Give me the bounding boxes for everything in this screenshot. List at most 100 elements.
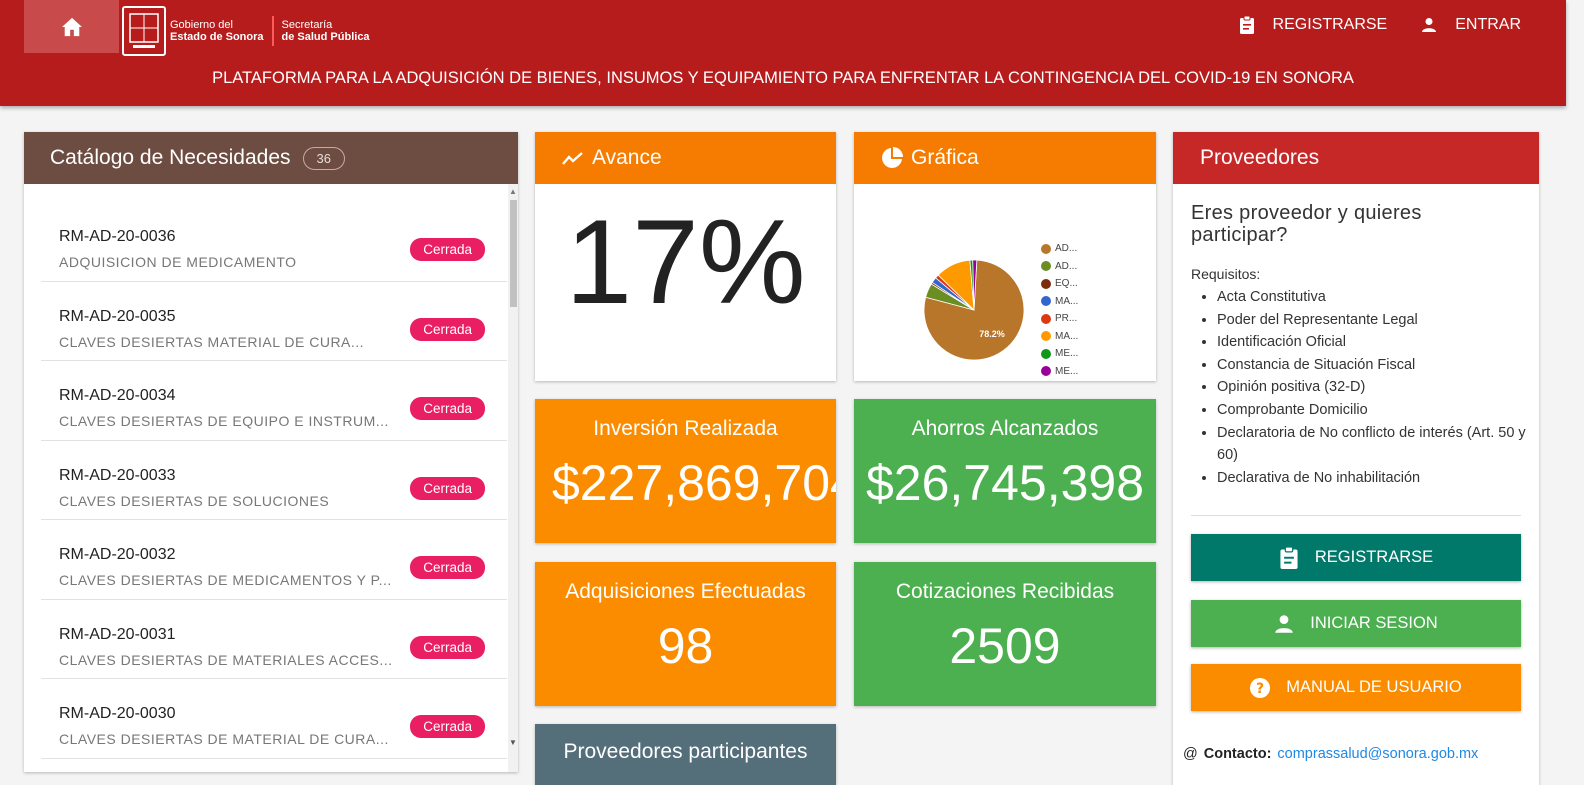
gov-line2: Estado de Sonora	[170, 31, 264, 43]
legend-entry[interactable]: ME...	[1041, 345, 1078, 363]
scroll-down-arrow-icon[interactable]: ▼	[509, 738, 517, 747]
at-icon: @	[1183, 746, 1198, 762]
scroll-up-arrow-icon[interactable]: ▲	[509, 187, 517, 196]
top-register-button[interactable]: REGISTRARSE	[1239, 16, 1387, 34]
requirements-list: Acta Constitutiva Poder del Representant…	[1217, 286, 1527, 489]
requirement-item: Comprobante Domicilio	[1217, 399, 1527, 422]
catalog-card: Catálogo de Necesidades 36 RM-AD-20-0036…	[24, 132, 518, 772]
catalog-count-badge: 36	[302, 146, 345, 170]
legend-label: MA...	[1055, 330, 1079, 342]
requirement-item: Acta Constitutiva	[1217, 286, 1527, 309]
clipboard-icon	[1239, 16, 1254, 34]
legend-dot-icon	[1041, 243, 1051, 254]
top-actions: REGISTRARSE ENTRAR	[1239, 16, 1521, 34]
item-desc: CLAVES DESIERTAS DE MATERIALES ACCES...	[59, 651, 393, 668]
adquisiciones-label: Adquisiciones Efectuadas	[565, 580, 806, 603]
pie-slice[interactable]	[972, 259, 978, 311]
register-button-label: REGISTRARSE	[1314, 548, 1434, 566]
platform-title: PLATAFORMA PARA LA ADQUISICIÓN DE BIENES…	[212, 69, 1354, 87]
secretaria-name: Secretaría de Salud Pública	[282, 19, 370, 43]
list-item[interactable]: RM-AD-20-0032 CLAVES DESIERTAS DE MEDICA…	[41, 520, 507, 600]
item-code: RM-AD-20-0036	[59, 228, 176, 245]
list-item[interactable]: RM-AD-20-0035 CLAVES DESIERTAS MATERIAL …	[41, 282, 507, 361]
svg-text:?: ?	[1256, 681, 1264, 697]
requirements-label: Requisitos:	[1191, 266, 1261, 282]
cotizaciones-tile: Cotizaciones Recibidas 2509	[854, 562, 1156, 706]
contact-email-link[interactable]: comprassalud@sonora.gob.mx	[1277, 746, 1479, 762]
legend-entry[interactable]: MA...	[1041, 328, 1078, 346]
grafica-header: Gráfica	[854, 132, 1156, 184]
legend-entry[interactable]: MA...	[1041, 293, 1078, 311]
top-login-button[interactable]: ENTRAR	[1421, 16, 1521, 34]
list-item[interactable]: RM-AD-20-0034 CLAVES DESIERTAS DE EQUIPO…	[41, 361, 507, 441]
avance-title: Avance	[592, 146, 662, 169]
legend-label: MA...	[1055, 295, 1079, 307]
grafica-card: Gráfica 78.2% AD... AD... EQ... MA... PR... M…	[854, 132, 1156, 381]
home-button[interactable]	[24, 0, 119, 53]
inversion-value: $227,869,704	[552, 455, 836, 511]
item-desc: CLAVES DESIERTAS DE MATERIAL DE CURA...	[59, 731, 389, 747]
avance-header: Avance	[535, 132, 836, 184]
legend-entry[interactable]: AD...	[1041, 258, 1078, 276]
inversion-tile: Inversión Realizada $227,869,704	[535, 399, 836, 543]
legend-dot-icon	[1041, 313, 1051, 324]
legend-dot-icon	[1041, 296, 1051, 307]
item-desc: ADQUISICION DE MEDICAMENTO	[59, 254, 297, 270]
state-seal-icon	[122, 6, 166, 56]
list-item[interactable]: RM-AD-20-0036 ADQUISICION DE MEDICAMENTO…	[41, 202, 507, 282]
requirement-item: Declaratoria de No conflicto de interés …	[1217, 422, 1527, 467]
top-login-label: ENTRAR	[1455, 16, 1521, 33]
pie-slice-label: 78.2%	[979, 329, 1005, 339]
register-button[interactable]: REGISTRARSE	[1191, 534, 1521, 581]
logo-divider	[271, 16, 274, 46]
item-code: RM-AD-20-0034	[59, 387, 176, 404]
status-badge: Cerrada	[410, 715, 485, 738]
avance-value: 17%	[565, 195, 806, 329]
legend-dot-icon	[1041, 261, 1051, 272]
requirement-item: Poder del Representante Legal	[1217, 309, 1527, 332]
legend-dot-icon	[1041, 278, 1051, 289]
legend-label: AD...	[1055, 260, 1078, 272]
list-item[interactable]: RM-AD-20-0030 CLAVES DESIERTAS DE MATERI…	[41, 679, 507, 759]
legend-entry[interactable]: ME...	[1041, 363, 1078, 381]
scroll-thumb[interactable]	[510, 200, 517, 307]
requirement-item: Declarativa de No inhabilitación	[1217, 467, 1527, 490]
item-code: RM-AD-20-0031	[59, 625, 176, 643]
clipboard-icon	[1280, 546, 1298, 569]
top-bar: Gobierno del Estado de Sonora Secretaría…	[0, 0, 1566, 106]
legend-entry[interactable]: EQ...	[1041, 275, 1078, 293]
login-button[interactable]: INICIAR SESION	[1191, 600, 1521, 647]
legend-label: AD...	[1055, 243, 1078, 255]
legend-entry[interactable]: AD...	[1041, 240, 1078, 258]
list-item[interactable]: RM-AD-20-0033 CLAVES DESIERTAS DE SOLUCI…	[41, 441, 507, 520]
pie-legend: AD... AD... EQ... MA... PR... MA... ME... ME...	[1041, 240, 1078, 380]
status-badge: Cerrada	[410, 397, 485, 420]
status-badge: Cerrada	[410, 317, 485, 341]
catalog-list: RM-AD-20-0036 ADQUISICION DE MEDICAMENTO…	[41, 202, 507, 759]
divider	[1191, 515, 1521, 516]
proveedores-question: Eres proveedor y quieres participar?	[1191, 202, 1422, 246]
legend-label: EQ...	[1055, 278, 1078, 290]
help-icon: ?	[1250, 677, 1271, 698]
participantes-tile: Proveedores participantes	[535, 724, 836, 785]
person-icon	[1422, 18, 1437, 32]
legend-dot-icon	[1041, 348, 1051, 359]
item-code: RM-AD-20-0035	[59, 307, 176, 325]
proveedores-card: Proveedores Eres proveedor y quieres par…	[1173, 132, 1539, 785]
list-item[interactable]: RM-AD-20-0031 CLAVES DESIERTAS DE MATERI…	[41, 600, 507, 679]
sec-line2: de Salud Pública	[281, 31, 370, 43]
contact-label: Contacto:	[1203, 746, 1272, 762]
catalog-scrollbar[interactable]	[508, 184, 518, 772]
legend-entry[interactable]: PR...	[1041, 310, 1078, 328]
gov-logo[interactable]: Gobierno del Estado de Sonora Secretaría…	[122, 6, 370, 56]
gov-line1: Gobierno del	[170, 19, 233, 31]
cotizaciones-value: 2509	[949, 618, 1061, 674]
manual-button[interactable]: ? MANUAL DE USUARIO	[1191, 664, 1521, 711]
adquisiciones-value: 98	[657, 618, 714, 674]
pie-chart[interactable]: 78.2%	[914, 250, 1034, 370]
sec-line1: Secretaría	[281, 19, 333, 31]
participantes-label: Proveedores participantes	[563, 740, 808, 763]
pie-chart-icon	[882, 147, 903, 168]
item-desc: CLAVES DESIERTAS DE MEDICAMENTOS Y P...	[59, 572, 392, 588]
ahorros-label: Ahorros Alcanzados	[911, 417, 1099, 440]
